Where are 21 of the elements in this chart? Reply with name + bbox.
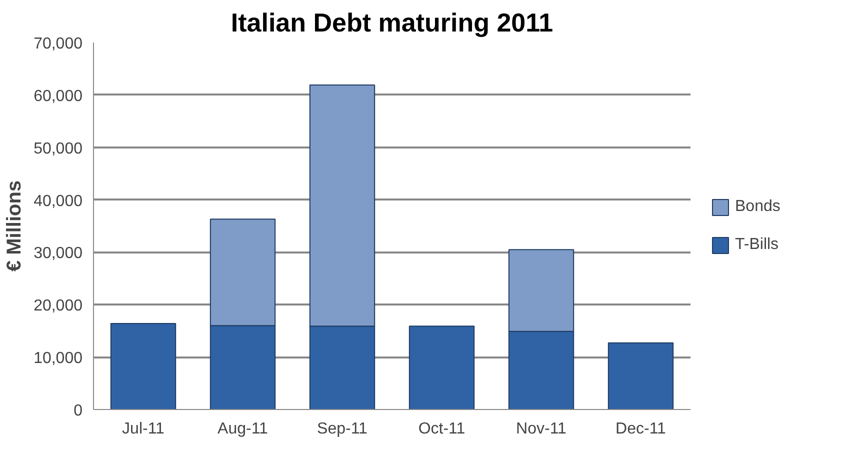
y-axis-title: € Millions <box>4 180 26 272</box>
y-tick-label: 0 <box>74 402 83 420</box>
bar <box>110 323 176 410</box>
x-tick-label: Sep-11 <box>317 420 368 438</box>
bar <box>408 326 475 410</box>
y-tick-label: 50,000 <box>34 140 83 158</box>
x-tick-label: Aug-11 <box>218 420 268 438</box>
x-tick-label: Dec-11 <box>616 420 666 438</box>
x-tick-label: Oct-11 <box>418 420 466 438</box>
legend-label: T-Bills <box>735 236 779 254</box>
legend-label: Bonds <box>735 198 780 216</box>
y-tick-label: 30,000 <box>34 245 83 262</box>
y-tick-label: 20,000 <box>34 298 83 315</box>
x-tick-label: Jul-11 <box>122 420 165 438</box>
y-tick-label: 70,000 <box>34 36 83 52</box>
y-tick-label: 10,000 <box>34 350 83 368</box>
x-tick-label: Nov-11 <box>516 420 567 438</box>
chart-title: Italian Debt maturing 2011 <box>230 8 554 38</box>
bar <box>608 342 674 410</box>
y-tick-label: 40,000 <box>34 192 83 210</box>
y-tick-label: 60,000 <box>34 88 83 105</box>
